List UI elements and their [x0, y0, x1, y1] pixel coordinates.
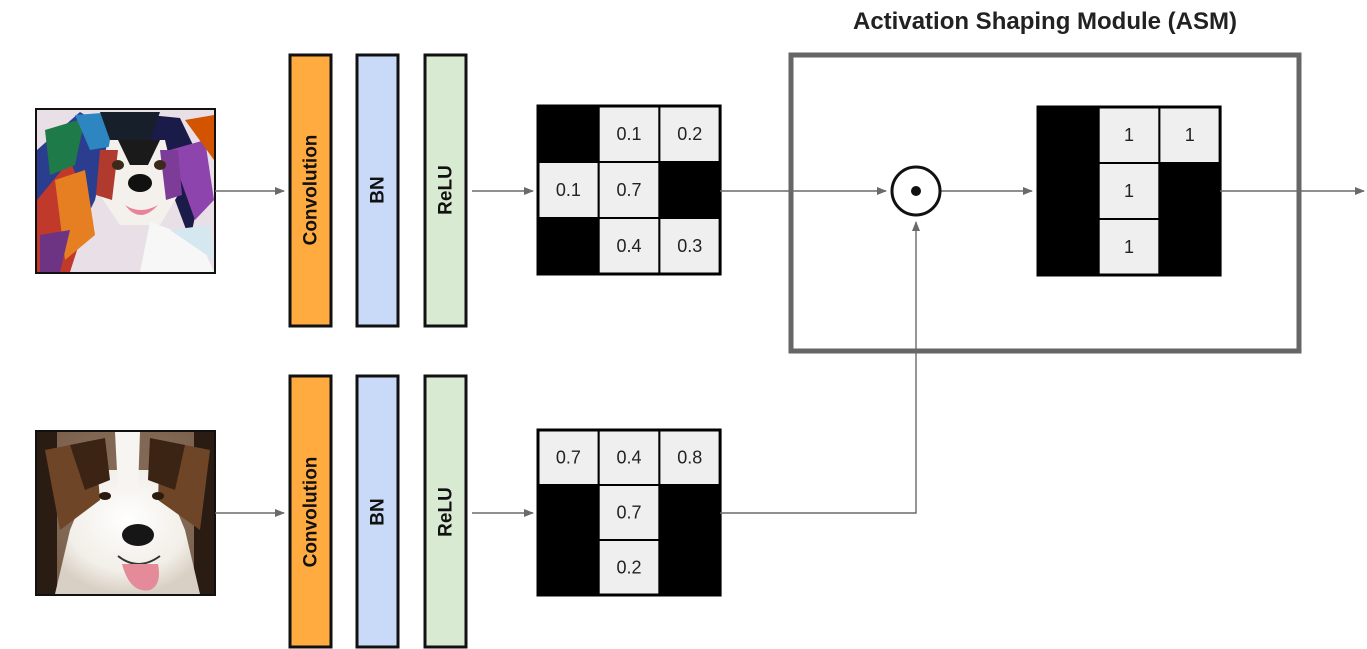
top-matrix-cell	[537, 217, 600, 275]
top-bn-label: BN	[368, 176, 389, 203]
asm-module-frame	[788, 52, 1302, 354]
bottom-matrix-cell-value: 0.4	[617, 448, 642, 468]
bottom-relu-layer: ReLU	[423, 374, 468, 649]
top-matrix-cell	[658, 161, 722, 219]
mask-matrix-cell	[1158, 218, 1222, 276]
hadamard-product-icon	[890, 165, 942, 217]
asm-title: Activation Shaping Module (ASM)	[853, 8, 1237, 35]
top-input-image	[35, 108, 216, 274]
mask-matrix-cell	[1037, 106, 1100, 164]
bottom-input-image	[35, 430, 216, 596]
bottom-matrix-cell	[597, 484, 661, 541]
binary-mask-matrix: 1 1 1 1	[1036, 105, 1222, 277]
mask-matrix-cell-value: 1	[1124, 237, 1134, 257]
bottom-matrix-cell	[658, 539, 722, 596]
mask-matrix-cell	[1037, 162, 1100, 220]
bottom-matrix-cell-value: 0.7	[556, 448, 581, 468]
mask-matrix-cell	[1097, 162, 1161, 220]
bottom-matrix-cell	[537, 539, 600, 596]
bottom-matrix-cell-value: 0.2	[617, 558, 642, 578]
top-matrix-cell-value: 0.7	[617, 180, 642, 200]
bottom-matrix-cell	[658, 429, 722, 486]
bottom-conv-label: Convolution	[301, 457, 322, 568]
top-conv-layer: Convolution	[288, 53, 333, 328]
top-activation-matrix: 0.1 0.2 0.1 0.7 0.4 0.3	[536, 104, 722, 276]
bottom-activation-matrix: 0.7 0.4 0.8 0.7 0.2	[536, 428, 722, 597]
bottom-bn-layer: BN	[355, 374, 400, 649]
top-relu-label: ReLU	[436, 165, 457, 215]
top-conv-label: Convolution	[301, 135, 322, 246]
arrow-bottom-matrix-to-operator	[720, 221, 920, 514]
mask-matrix-cell-value: 1	[1124, 125, 1134, 145]
bottom-matrix-cell	[537, 484, 600, 541]
mask-matrix-cell	[1037, 218, 1100, 276]
top-matrix-cell	[537, 105, 600, 163]
mask-matrix-cell-value: 1	[1185, 125, 1195, 145]
bottom-matrix-cell	[537, 429, 600, 486]
top-matrix-cell-value: 0.4	[617, 236, 642, 256]
top-matrix-cell-value: 0.2	[677, 124, 702, 144]
top-matrix-cell-value: 0.3	[677, 236, 702, 256]
mask-matrix-cell-value: 1	[1124, 181, 1134, 201]
top-matrix-cell-value: 0.1	[617, 124, 642, 144]
bottom-relu-label: ReLU	[436, 487, 457, 537]
bottom-bn-label: BN	[368, 498, 389, 525]
mask-matrix-cell	[1158, 162, 1222, 220]
bottom-matrix-cell-value: 0.8	[677, 448, 702, 468]
bottom-matrix-cell-value: 0.7	[617, 503, 642, 523]
top-bn-layer: BN	[355, 53, 400, 328]
mask-matrix-cell	[1097, 218, 1161, 276]
top-relu-layer: ReLU	[423, 53, 468, 328]
bottom-matrix-cell	[658, 484, 722, 541]
bottom-conv-layer: Convolution	[288, 374, 333, 649]
top-matrix-cell-value: 0.1	[556, 180, 581, 200]
top-matrix-cell	[537, 161, 600, 219]
top-matrix-border	[536, 104, 722, 276]
